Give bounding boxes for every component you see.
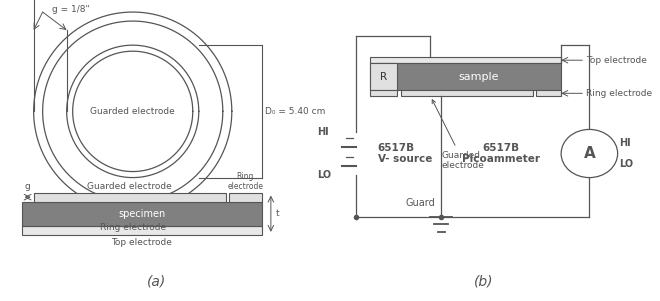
Bar <box>229 193 262 202</box>
Text: g: g <box>24 182 30 191</box>
Text: LO: LO <box>619 159 634 169</box>
Bar <box>370 57 561 63</box>
Bar <box>22 226 262 235</box>
Text: Guarded electrode: Guarded electrode <box>87 182 172 191</box>
Text: Ring electrode: Ring electrode <box>586 89 652 98</box>
Text: Guard: Guard <box>406 198 436 208</box>
Bar <box>370 90 397 96</box>
Text: Top electrode: Top electrode <box>112 238 172 247</box>
Text: Guarded electrode: Guarded electrode <box>90 107 175 116</box>
Text: HI: HI <box>619 138 631 148</box>
Bar <box>370 63 397 90</box>
Text: 6517B
V- source: 6517B V- source <box>378 143 432 164</box>
Text: R: R <box>380 72 387 82</box>
Text: A: A <box>583 146 595 161</box>
Text: sample: sample <box>459 72 500 82</box>
Text: Ring
electrode: Ring electrode <box>227 172 263 191</box>
Text: HI: HI <box>317 127 329 138</box>
Bar <box>370 63 561 90</box>
Text: (b): (b) <box>474 275 493 289</box>
Text: D₀ = 5.40 cm: D₀ = 5.40 cm <box>265 107 325 116</box>
Text: t: t <box>275 209 279 218</box>
Text: g = 1/8": g = 1/8" <box>51 5 89 14</box>
Text: 6517B
Picoammeter: 6517B Picoammeter <box>462 143 540 164</box>
Bar <box>22 202 262 226</box>
Text: (a): (a) <box>147 275 166 289</box>
Text: specimen: specimen <box>118 209 166 219</box>
Bar <box>537 90 561 96</box>
Bar <box>34 193 226 202</box>
Text: Top electrode: Top electrode <box>586 56 647 65</box>
Text: LO: LO <box>317 169 331 180</box>
Bar <box>401 90 533 96</box>
Text: Ring electrode: Ring electrode <box>100 223 166 232</box>
Text: Guarded
electrode: Guarded electrode <box>432 100 484 170</box>
Circle shape <box>561 129 618 178</box>
